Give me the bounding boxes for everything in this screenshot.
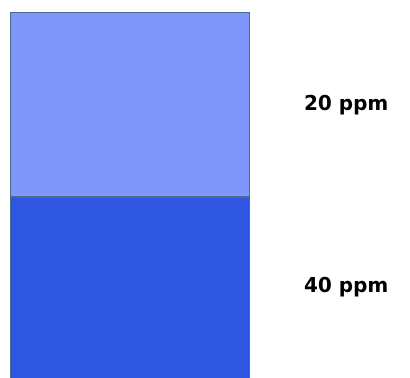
bottom-layer-40ppm [10,196,250,378]
layered-column [10,12,250,378]
bottom-layer-label: 40 ppm [304,273,389,297]
top-layer-20ppm [10,12,250,197]
top-layer-label: 20 ppm [304,91,389,115]
